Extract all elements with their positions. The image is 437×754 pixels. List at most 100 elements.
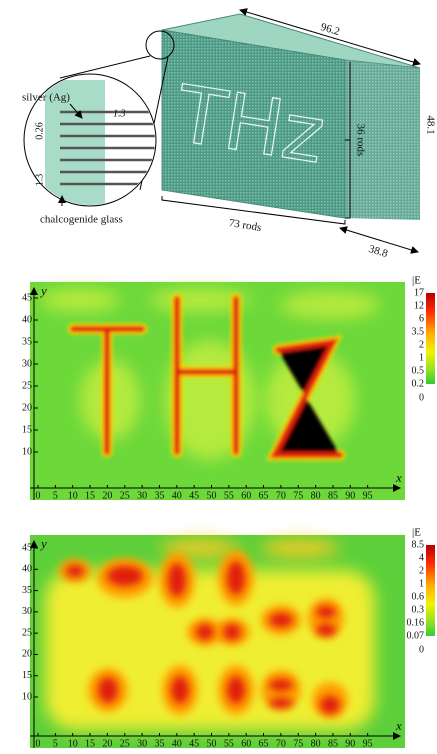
x-tick-label: 5 [53,490,58,501]
box-side [345,60,420,220]
x-tick-label: 70 [276,738,286,749]
x-tick-label: 40 [172,490,182,501]
colorbar-label: |E [412,275,421,287]
x-tick-label: 15 [85,490,95,501]
x-tick-label: 0 [36,490,41,501]
bracket [161,196,346,225]
x-tick-label: 60 [241,490,251,501]
x-tick-label: 25 [120,738,130,749]
y-tick-label: 25 [22,627,32,638]
colorbar-tick-label: 17 [414,287,424,298]
y-tick-label: 15 [22,424,32,435]
x-axis-label: x [395,470,402,485]
y-tick-label: 35 [22,336,32,347]
colorbar-tick-label: 0 [419,392,424,403]
x-tick-label: 75 [293,738,303,749]
colorbar-tick-label: 0.2 [412,378,425,389]
depth-label: 38.8 [367,243,389,260]
x-tick-label: 50 [207,490,217,501]
colorbar-tick-label: 0.6 [412,591,425,602]
zoom-line [59,55,151,79]
colorbar-tick-label: 6 [419,313,424,324]
x-axis-label: x [395,718,402,733]
colorbar-tick-label: 0.07 [407,630,425,641]
colorbar-label: |E [412,527,421,539]
y-axis-label: y [39,283,47,298]
colorbar-tick-label: 0.16 [407,617,425,628]
y-tick-label: 25 [22,380,32,391]
x-tick-label: 30 [137,738,147,749]
colorbar-tick-label: 4 [419,552,424,563]
length-label: 96.2 [319,21,341,38]
x-tick-label: 30 [137,490,147,501]
y-tick-label: 40 [22,564,32,575]
x-tick-label: 40 [172,738,182,749]
colorbar-tick-label: 0.5 [412,365,425,376]
x-tick-label: 5 [53,738,58,749]
spacing-label: 1.3 [34,174,45,187]
y-tick-label: 30 [22,358,32,369]
height-label: 48.1 [424,115,436,134]
colorbar-tick-label: 1 [419,578,424,589]
dim-arrow [339,226,419,254]
y-tick-label: 20 [22,402,32,413]
colorbar [426,545,435,636]
x-tick-label: 95 [363,490,373,501]
colorbar-tick-label: 2 [419,565,424,576]
thickness-label: 0.26 [34,122,45,140]
pointer [69,103,83,119]
field-map: xy0 5 10 15 20 25 30 35 40 45 50 55 60 65 70 75 80 85 90 95… [22,275,435,501]
metal-label: silver (Ag) [22,92,70,104]
y-axis-label: y [39,536,47,551]
x-tick-label: 90 [345,490,355,501]
x-tick-label: 85 [328,738,338,749]
rods-horizontal: 73 rods [228,217,262,234]
x-tick-label: 20 [102,490,112,501]
rods-vertical: 36 rods [354,124,366,157]
x-tick-label: 65 [259,738,269,749]
colorbar-tick-label: 0.3 [412,604,425,615]
x-tick-label: 75 [293,490,303,501]
x-tick-label: 20 [102,738,112,749]
x-tick-label: 85 [328,490,338,501]
x-tick-label: 10 [68,738,78,749]
y-tick-label: 40 [22,314,32,325]
zoom-circle [145,30,175,60]
x-tick-label: 35 [154,490,164,501]
y-tick-label: 15 [22,670,32,681]
y-tick-label: 10 [22,446,32,457]
dim-arrow [239,8,421,66]
x-tick-label: 45 [189,738,199,749]
colorbar-tick-label: 8.5 [412,539,425,550]
field-map: xy0 5 10 15 20 25 30 35 40 45 50 55 60 65 70 75 80 85 90 95… [22,527,435,749]
structure-diagram: THz 96.2 48.1 36 rods 73 rods 38.8 silve… [22,8,436,260]
y-tick-label: 35 [22,585,32,596]
x-tick-label: 60 [241,738,251,749]
x-tick-label: 0 [36,738,41,749]
y-tick-label: 45 [22,292,32,303]
colorbar-tick-label: 2 [419,339,424,350]
dielectric-label: chalcogenide glass [40,214,123,226]
y-tick-label: 45 [22,542,32,553]
x-tick-label: 70 [276,490,286,501]
x-tick-label: 90 [345,738,355,749]
x-tick-label: 95 [363,738,373,749]
x-tick-label: 10 [68,490,78,501]
x-tick-label: 55 [224,490,234,501]
y-tick-label: 20 [22,649,32,660]
x-tick-label: 35 [154,738,164,749]
x-tick-label: 65 [259,490,269,501]
x-tick-label: 45 [189,490,199,501]
bracket [345,62,351,219]
x-tick-label: 15 [85,738,95,749]
y-tick-label: 30 [22,606,32,617]
period-label: 1.3 [113,108,126,119]
colorbar [426,293,435,384]
colorbar-tick-label: 3.5 [412,326,425,337]
x-tick-label: 55 [224,738,234,749]
y-tick-label: 10 [22,691,32,702]
colorbar-tick-label: 0 [419,644,424,655]
x-tick-label: 25 [120,490,130,501]
